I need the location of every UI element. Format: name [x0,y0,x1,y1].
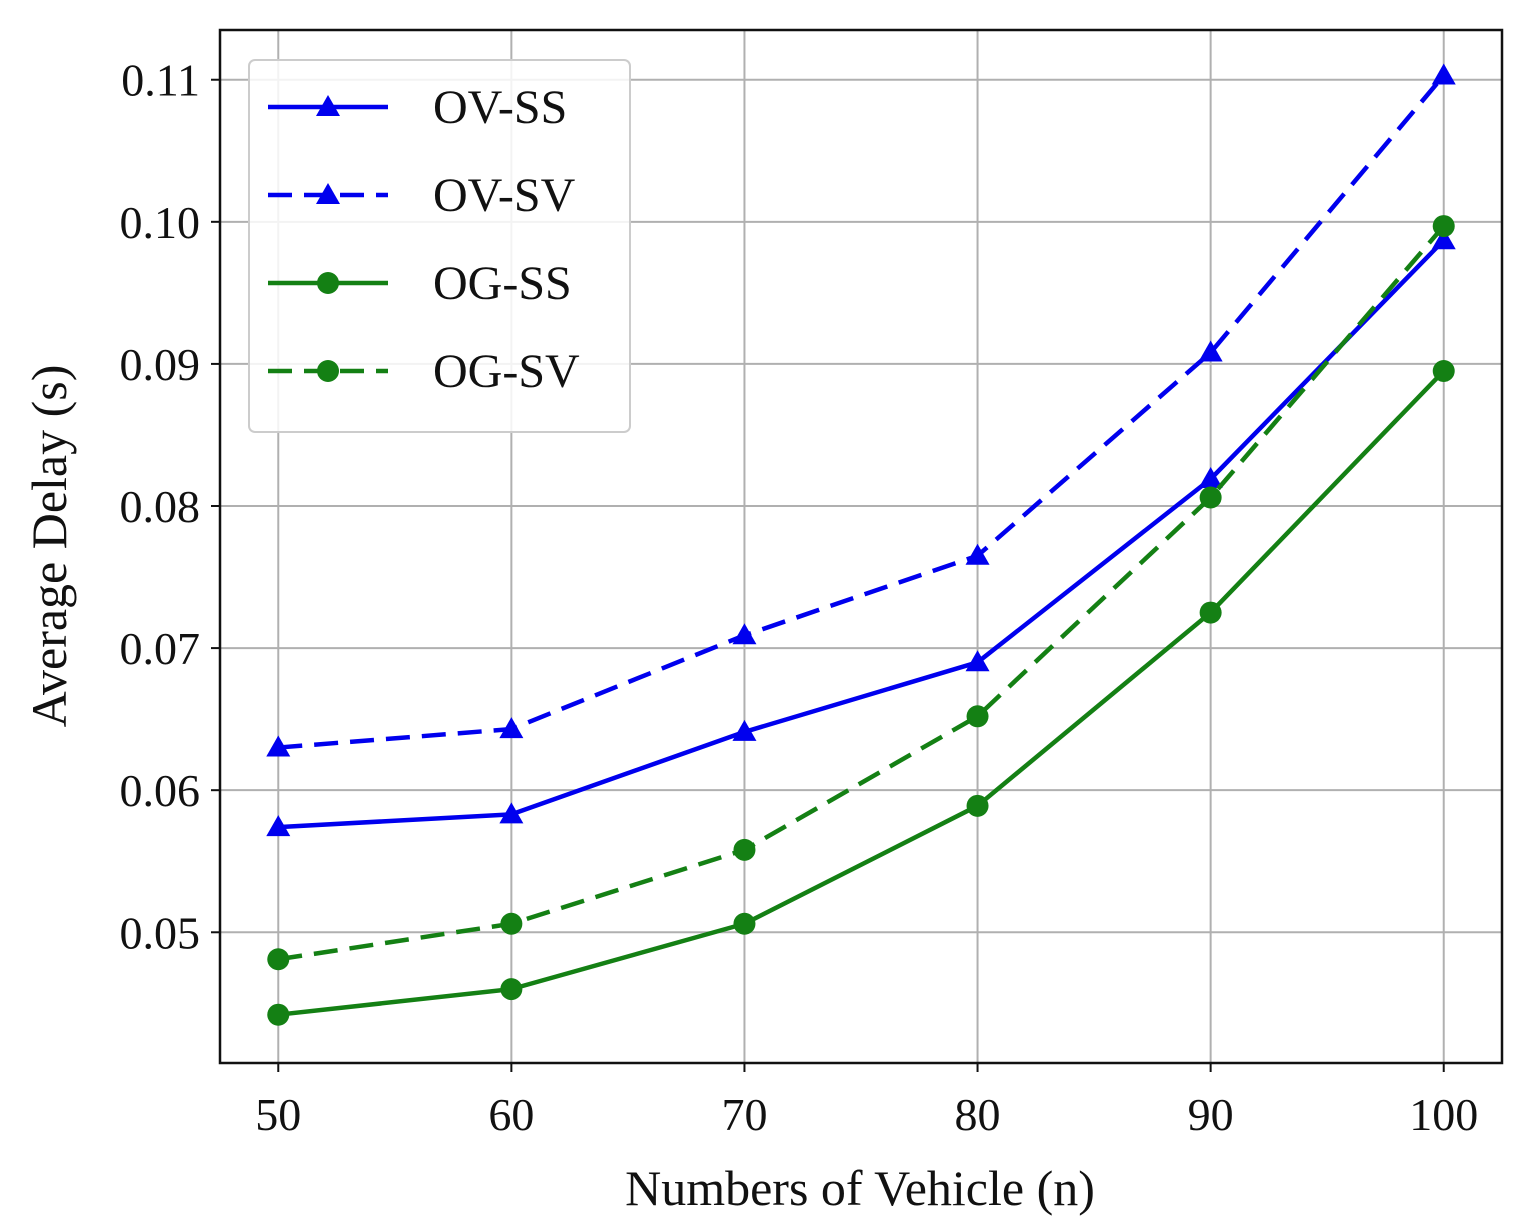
x-tick-label: 80 [955,1089,1001,1140]
legend-marker-ov-ss [316,95,340,116]
y-tick-label: 0.06 [120,765,201,816]
y-tick-label: 0.09 [120,339,201,390]
y-ticks: 0.05 0.06 0.07 0.08 0.09 0.10 0.11 [120,55,220,958]
series-line-og-ss [278,369,1446,1017]
data-point-og-ss [267,1003,290,1026]
data-point-ov-sv [499,717,524,739]
legend-label-ov-sv: OV-SV [433,169,576,222]
data-point-og-ss [1199,601,1222,624]
data-point-ov-sv [1431,63,1456,85]
x-tick-label: 90 [1188,1089,1234,1140]
data-point-og-ss [1432,360,1455,383]
data-point-ov-ss [1431,228,1456,250]
data-point-ov-sv [732,623,757,645]
legend-label-og-ss: OG-SS [433,257,572,310]
data-point-og-sv [1199,486,1222,509]
data-point-ov-ss [732,719,757,741]
data-point-ov-sv [1198,340,1223,362]
legend-label-ov-ss: OV-SS [433,81,567,134]
series-ov-sv [266,63,1456,757]
y-tick-label: 0.07 [120,623,201,674]
data-point-ov-ss [266,815,291,837]
x-tick-label: 70 [721,1089,767,1140]
series-ov-ss [266,228,1456,837]
data-point-og-sv [1432,215,1455,238]
x-axis-label: Numbers of Vehicle (n) [625,1160,1095,1216]
legend-item-og-sv: OG-SV [268,345,580,398]
data-point-ov-sv [266,735,291,757]
data-point-og-ss [966,794,989,817]
legend-box [248,59,631,433]
x-tick-label: 60 [488,1089,534,1140]
data-point-ov-ss [1198,467,1223,489]
series-line-og-sv [277,224,1446,962]
series-og-sv [267,215,1455,971]
legend-item-og-ss: OG-SS [268,257,572,310]
data-point-og-sv [267,948,290,971]
data-point-ov-ss [965,650,990,672]
legend: OV-SS OV-SV OG-SS OG-SV [248,59,631,433]
y-tick-label: 0.08 [120,481,201,532]
data-point-og-sv [733,838,756,861]
data-point-og-sv [966,705,989,728]
data-point-ov-ss [499,802,524,824]
x-tick-label: 50 [255,1089,301,1140]
data-point-ov-sv [965,543,990,565]
legend-label-og-sv: OG-SV [433,345,580,398]
data-point-og-ss [733,912,756,935]
legend-marker-ov-sv [316,183,340,204]
x-tick-label: 100 [1409,1089,1478,1140]
series-layer [266,63,1456,1026]
data-point-og-ss [500,978,523,1001]
y-tick-label: 0.10 [120,197,201,248]
legend-marker-og-ss [317,272,339,294]
data-point-og-sv [500,912,523,935]
x-ticks: 50 60 70 80 90 100 [255,1063,1478,1140]
y-axis-label: Average Delay (s) [21,365,77,728]
series-og-ss [267,360,1455,1026]
plot-frame [218,28,1504,1065]
y-tick-label: 0.11 [121,55,200,106]
legend-item-ov-ss: OV-SS [268,81,567,134]
series-line-ov-sv [278,74,1446,750]
legend-marker-og-sv [317,360,339,382]
y-tick-label: 0.05 [120,907,201,958]
legend-item-ov-sv: OV-SV [268,169,576,222]
series-line-ov-ss [278,238,1446,830]
